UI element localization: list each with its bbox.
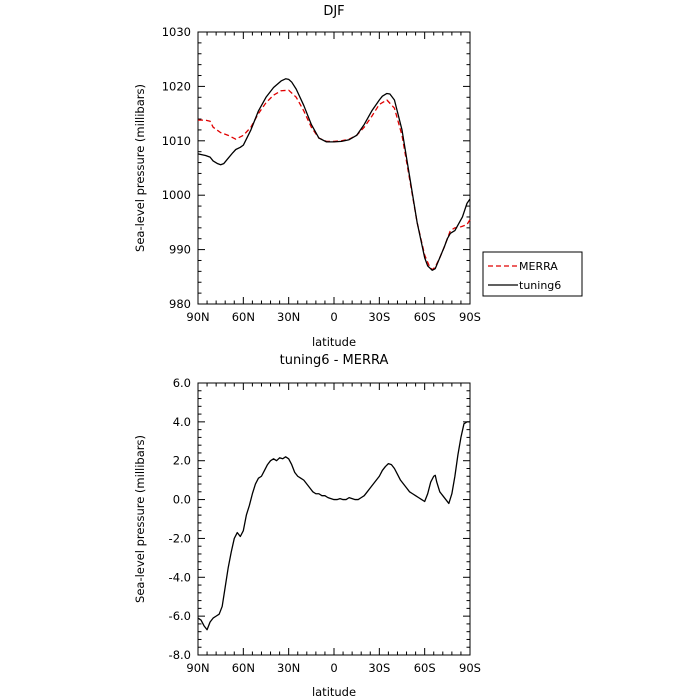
y-tick-label: 1020	[162, 79, 191, 93]
x-tick-label: 60S	[414, 310, 436, 324]
legend-label-merra: MERRA	[519, 260, 558, 273]
x-tick-label: 30S	[368, 661, 390, 675]
y-tick-label: 990	[169, 243, 191, 257]
chart-bottom-title: tuning6 - MERRA	[280, 353, 389, 368]
chart-bottom-plot-frame	[197, 382, 471, 656]
legend-box	[482, 251, 583, 297]
chart-top-x-ticks: 90N 60N 30N 0 30S 60S 90S	[186, 32, 481, 324]
chart-bottom-series	[197, 421, 470, 631]
x-tick-label: 30S	[368, 310, 390, 324]
x-tick-label: 90N	[186, 661, 209, 675]
x-tick-label: 30N	[277, 310, 300, 324]
chart-top-y-axis-label: Sea-level pressure (millibars)	[133, 84, 147, 252]
y-tick-label: 2.0	[173, 454, 191, 468]
x-tick-label: 0	[330, 661, 337, 675]
x-tick-label: 60N	[232, 661, 255, 675]
y-tick-label: -8.0	[169, 648, 191, 662]
x-tick-label: 60N	[232, 310, 255, 324]
series-line-merra	[198, 89, 471, 271]
y-tick-label: -4.0	[169, 570, 191, 584]
chart-bottom-x-ticks: 90N 60N 30N 0 30S 60S 90S	[186, 383, 481, 675]
chart-top-title: DJF	[323, 4, 344, 19]
chart-bottom-y-axis-label: Sea-level pressure (millibars)	[133, 435, 147, 603]
y-tick-label: 1030	[162, 25, 191, 39]
x-tick-label: 90S	[459, 661, 481, 675]
y-tick-label: -6.0	[169, 609, 191, 623]
y-tick-label: 980	[169, 297, 191, 311]
y-tick-label: 0.0	[173, 493, 191, 507]
x-tick-label: 30N	[277, 661, 300, 675]
y-tick-label: -2.0	[169, 531, 191, 545]
y-tick-label: 1000	[162, 188, 191, 202]
legend-label-tuning6: tuning6	[519, 279, 561, 292]
x-tick-label: 60S	[414, 661, 436, 675]
chart-bottom-x-axis-label: latitude	[312, 685, 356, 699]
series-line-tuning6-merra	[197, 421, 470, 631]
chart-bottom-panel: tuning6 - MERRA 90N 60N 30N 0 30S 60S 90S -8.0…	[133, 353, 481, 699]
y-tick-label: 6.0	[173, 376, 191, 390]
chart-top-series	[197, 78, 471, 271]
y-tick-label: 1010	[162, 134, 191, 148]
chart-top-plot-frame	[197, 31, 471, 305]
chart-top-y-ticks: 980 990 1000 1010 1020 1030	[162, 25, 470, 311]
y-tick-label: 4.0	[173, 415, 191, 429]
chart-top-panel: DJF 90N 60N 30N 0 30S 60S 90S 980 990 1000 1010 10…	[133, 4, 583, 349]
x-tick-label: 90S	[459, 310, 481, 324]
chart-top-legend: MERRA tuning6	[482, 251, 583, 297]
chart-top-x-axis-label: latitude	[312, 335, 356, 349]
chart-bottom-y-ticks: -8.0 -6.0 -4.0 -2.0 0.0 2.0 4.0 6.0	[169, 376, 470, 662]
series-line-tuning6	[197, 78, 471, 271]
x-tick-label: 0	[330, 310, 337, 324]
x-tick-label: 90N	[186, 310, 209, 324]
